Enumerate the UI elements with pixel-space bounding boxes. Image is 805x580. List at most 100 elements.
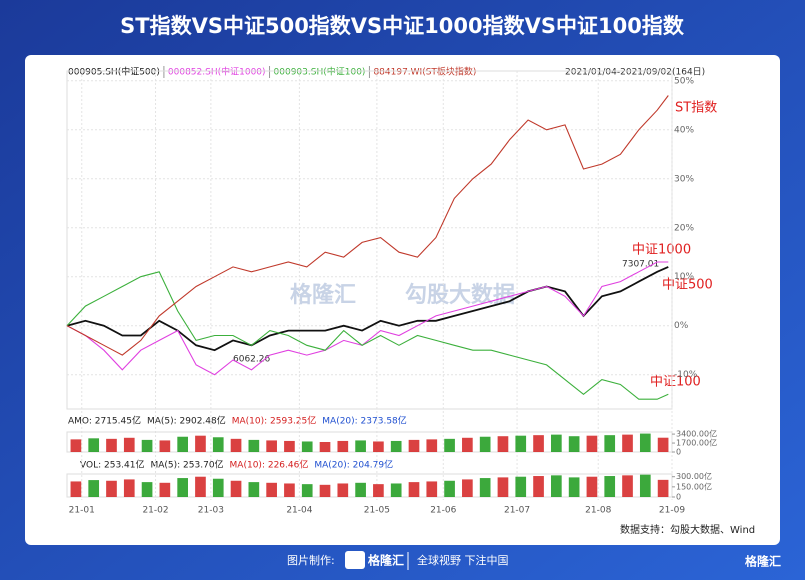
bar [604, 435, 616, 452]
bar [301, 441, 313, 452]
bar [319, 484, 331, 497]
watermark: 格隆汇 [290, 282, 356, 308]
bar [444, 438, 455, 452]
bar [230, 438, 242, 452]
bar [408, 439, 420, 452]
x-tick-label: 21-03 [198, 506, 224, 516]
bar [390, 483, 402, 497]
bar [657, 479, 669, 497]
bar [230, 480, 242, 497]
x-tick-label: 21-02 [142, 506, 168, 516]
x-tick-label: 21-05 [364, 506, 390, 516]
footer-slogan: 全球视野 下注中国 [417, 553, 509, 567]
bar [88, 480, 100, 497]
series-line [66, 266, 669, 352]
bar [284, 440, 295, 452]
y-tick-label: 3400.00亿 [676, 429, 717, 439]
bar [533, 476, 544, 497]
indicator: MA(20): 2373.58亿 [322, 415, 407, 427]
y-tick-label: -10% [674, 370, 698, 380]
indicator: VOL: 253.41亿 [80, 459, 144, 471]
x-tick-label: 21-08 [585, 506, 611, 516]
indicator: AMO: 2715.45亿 [68, 415, 141, 427]
bar [551, 475, 562, 497]
source: 数据支持：勾股大数据、Wind [620, 523, 755, 536]
bar [248, 482, 260, 497]
annotation: 中证100 [650, 375, 701, 390]
bar [639, 474, 651, 497]
bar [479, 478, 491, 497]
bar [373, 441, 384, 452]
bar [568, 477, 580, 497]
bar [551, 434, 562, 452]
bar [568, 436, 580, 452]
bar [106, 438, 117, 452]
bar [355, 440, 366, 452]
bar [159, 440, 171, 452]
bar [373, 484, 384, 497]
bar [355, 482, 366, 497]
bar [266, 482, 277, 497]
bar [515, 476, 527, 497]
bar [657, 437, 669, 452]
bar [195, 435, 206, 452]
annotation: ST指数 [675, 101, 717, 116]
bar [123, 479, 135, 497]
bar [497, 436, 509, 452]
indicator: MA(20): 204.79亿 [314, 459, 393, 471]
plot-frame [66, 431, 673, 453]
annotation: 中证1000 [632, 243, 691, 258]
bar [586, 435, 598, 452]
bar [141, 439, 153, 452]
bar [639, 433, 651, 452]
bar [479, 436, 491, 452]
series-line [66, 261, 669, 376]
bar [301, 484, 313, 497]
bar [622, 475, 633, 497]
logo [345, 551, 365, 569]
title: ST指数VS中证500指数VS中证1000指数VS中证100指数 [120, 14, 685, 38]
bar [462, 479, 473, 497]
series-line [66, 95, 669, 356]
date-range: 2021/01/04-2021/09/02(164日) [565, 67, 705, 78]
bar [337, 440, 349, 452]
bar [622, 434, 633, 452]
amo-header: AMO: 2715.45亿 MA(5): 2902.48亿 MA(10): 2593… [68, 415, 407, 427]
footer-text: 图片制作: [287, 554, 335, 567]
bar [266, 440, 277, 452]
bar [426, 481, 438, 497]
y-tick-label: 300.00亿 [676, 471, 712, 481]
y-tick-label: 50% [674, 76, 694, 86]
bar [515, 435, 527, 452]
bar [195, 476, 206, 497]
panel [25, 55, 780, 545]
bar [426, 439, 438, 452]
watermark: 勾股大数据 [405, 282, 515, 308]
bar [462, 437, 473, 452]
footer-brand: 格隆汇 [368, 553, 404, 568]
bar [337, 483, 349, 497]
plot-frame [66, 473, 673, 498]
bar [319, 442, 331, 452]
y-tick-label: 1700.00亿 [676, 438, 717, 448]
y-tick-label: 0% [674, 321, 689, 331]
y-tick-label: 150.00亿 [676, 481, 712, 491]
bar [106, 480, 117, 497]
price-label: 6062.26 [233, 355, 270, 365]
bar [444, 480, 455, 497]
bar [533, 435, 544, 452]
bar [177, 478, 188, 497]
y-tick-label: 0 [676, 448, 681, 457]
bar [497, 477, 509, 497]
bar [284, 483, 295, 497]
bar [408, 482, 420, 497]
bar [123, 437, 135, 452]
x-tick-label: 21-06 [430, 506, 456, 516]
indicator: MA(5): 253.70亿 [150, 459, 223, 471]
x-tick-label: 21-01 [69, 506, 95, 516]
annotation: 中证500 [662, 278, 713, 293]
bar [70, 439, 82, 452]
x-tick-label: 21-07 [504, 506, 530, 516]
price-label: 7307.01 [622, 260, 659, 270]
